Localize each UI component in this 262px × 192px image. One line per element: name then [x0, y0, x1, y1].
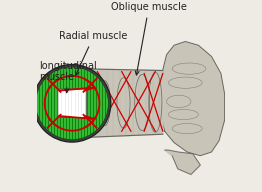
Text: Radial muscle: Radial muscle	[59, 31, 128, 75]
FancyBboxPatch shape	[58, 89, 86, 118]
Polygon shape	[161, 41, 225, 156]
Polygon shape	[165, 150, 200, 175]
Circle shape	[33, 65, 111, 142]
Circle shape	[35, 67, 108, 140]
Polygon shape	[72, 69, 163, 138]
Text: longitudinal
muscle: longitudinal muscle	[39, 61, 97, 93]
Text: Oblique muscle: Oblique muscle	[111, 2, 187, 75]
